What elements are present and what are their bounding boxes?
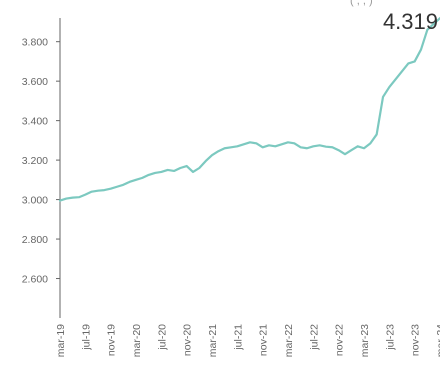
y-tick-label: 3.400 [22, 116, 48, 128]
x-tick-label: jul-20 [156, 324, 168, 351]
x-tick-label: jul-22 [308, 324, 320, 351]
y-tick-label: 2.800 [22, 234, 48, 246]
y-tick-label: 2.600 [22, 274, 48, 286]
series-line-0 [58, 17, 440, 202]
highlight-value-label: 4.319 [383, 9, 438, 34]
header-partial-label: ( , , ) [350, 0, 373, 7]
x-tick-label: jul-23 [384, 324, 396, 351]
series-layer [58, 17, 440, 202]
y-tick-label: 3.800 [22, 37, 48, 49]
x-tick-label: nov-19 [106, 324, 118, 356]
y-tick-label: 3.000 [22, 195, 48, 207]
y-tick-label: 3.200 [22, 155, 48, 167]
x-axis: mar-19 jul-19 nov-19 mar-20 jul-20 nov-20 mar-… [55, 324, 440, 357]
x-tick-label: nov-22 [334, 324, 346, 356]
x-tick-label: mar-21 [207, 324, 219, 357]
x-tick-label: jul-21 [232, 324, 244, 351]
x-tick-label: nov-21 [258, 324, 270, 356]
x-tick-label: mar-24 [435, 324, 440, 357]
x-tick-label: mar-23 [359, 324, 371, 357]
y-tick-label: 3.600 [22, 76, 48, 88]
x-tick-label: mar-22 [283, 324, 295, 357]
x-tick-label: jul-19 [80, 324, 92, 351]
x-tick-label: nov-23 [410, 324, 422, 356]
x-tick-label: mar-19 [55, 324, 67, 357]
y-axis: 2.600 2.800 3.000 3.200 3.400 3.600 3.800 [22, 18, 61, 318]
x-tick-label: mar-20 [131, 324, 143, 357]
x-tick-label: nov-20 [182, 324, 194, 356]
